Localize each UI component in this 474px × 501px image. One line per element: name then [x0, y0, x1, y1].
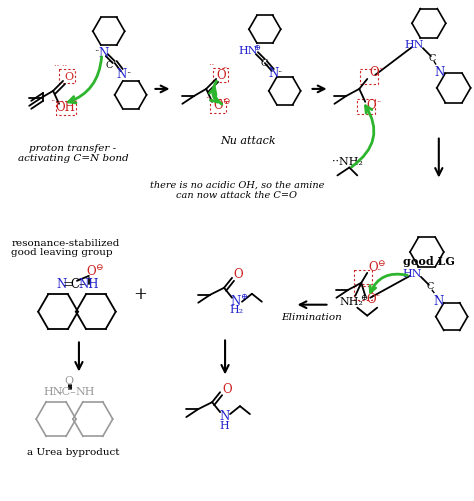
- Text: ⊖: ⊖: [95, 264, 102, 273]
- Text: H: H: [219, 421, 229, 431]
- Text: N: N: [219, 410, 229, 422]
- Text: N: N: [117, 69, 127, 82]
- Text: ··: ··: [206, 94, 211, 102]
- Bar: [357, 99, 375, 114]
- Bar: [210, 99, 226, 113]
- Text: NH: NH: [75, 387, 95, 397]
- Text: activating C=N bond: activating C=N bond: [18, 154, 128, 163]
- Text: ⊖: ⊖: [222, 97, 230, 106]
- Text: ··: ··: [94, 47, 100, 55]
- Text: O: O: [222, 383, 232, 396]
- Text: N: N: [435, 67, 445, 80]
- Bar: [354, 270, 372, 284]
- Text: –: –: [79, 279, 85, 291]
- Text: =: =: [63, 279, 73, 291]
- Text: ··NH₂: ··NH₂: [332, 157, 363, 167]
- Text: ⊕: ⊕: [360, 294, 367, 302]
- Text: proton transfer -: proton transfer -: [29, 144, 117, 153]
- Text: C: C: [71, 279, 80, 291]
- Text: O: O: [366, 293, 376, 306]
- Text: HN: HN: [238, 46, 258, 56]
- Text: Elimination: Elimination: [281, 313, 342, 322]
- Text: HN: HN: [43, 387, 63, 397]
- Bar: [360, 69, 378, 84]
- Bar: [59, 69, 75, 83]
- Text: O: O: [216, 70, 226, 83]
- Text: ··: ··: [376, 98, 382, 106]
- Text: O: O: [213, 99, 223, 112]
- Text: O: O: [233, 269, 243, 282]
- Text: O: O: [369, 67, 379, 80]
- Text: ··: ··: [379, 65, 384, 73]
- Text: ⊕: ⊕: [240, 293, 247, 301]
- Text: ··: ··: [209, 61, 217, 69]
- Text: N: N: [99, 47, 109, 60]
- Bar: [354, 286, 372, 300]
- Text: ··: ··: [126, 69, 131, 77]
- Text: ··: ··: [375, 292, 381, 300]
- Text: NH₂: NH₂: [339, 297, 363, 307]
- Text: O: O: [64, 72, 73, 82]
- Text: ··: ··: [50, 97, 56, 105]
- Text: N: N: [269, 68, 279, 81]
- Text: N: N: [231, 295, 241, 308]
- Bar: [213, 68, 228, 82]
- Text: O: O: [368, 262, 378, 275]
- Text: good LG: good LG: [403, 257, 455, 268]
- Bar: [56, 101, 76, 115]
- Text: C: C: [426, 282, 434, 291]
- Text: HN: HN: [402, 269, 422, 279]
- Text: N: N: [434, 295, 444, 308]
- Text: +: +: [134, 286, 147, 303]
- Text: ⊖: ⊖: [377, 260, 385, 269]
- Text: OH: OH: [55, 101, 75, 114]
- Text: O: O: [64, 376, 73, 386]
- Text: NH: NH: [79, 279, 99, 291]
- Text: O: O: [366, 99, 376, 112]
- Text: N: N: [56, 279, 66, 291]
- Text: good leaving group: good leaving group: [11, 248, 113, 258]
- Text: –C–: –C–: [56, 387, 76, 397]
- Text: can now attack the C=O: can now attack the C=O: [176, 191, 298, 200]
- Text: resonance-stabilized: resonance-stabilized: [11, 238, 120, 247]
- Text: Nu attack: Nu attack: [220, 136, 276, 146]
- Text: ··: ··: [222, 64, 228, 72]
- Text: O: O: [86, 266, 96, 279]
- Text: there is no acidic OH, so the amine: there is no acidic OH, so the amine: [150, 181, 324, 190]
- Text: H₂: H₂: [229, 305, 243, 315]
- Text: ··: ··: [277, 68, 283, 76]
- Text: HN: HN: [404, 40, 424, 50]
- Text: C: C: [105, 61, 112, 70]
- Text: C: C: [428, 54, 436, 63]
- Text: ··: ··: [376, 266, 382, 274]
- Text: C: C: [260, 59, 267, 68]
- Text: ··: ··: [73, 97, 78, 105]
- Text: a Urea byproduct: a Urea byproduct: [27, 448, 119, 457]
- Text: ·· ··: ·· ··: [55, 62, 68, 70]
- Text: ⊕: ⊕: [254, 44, 260, 52]
